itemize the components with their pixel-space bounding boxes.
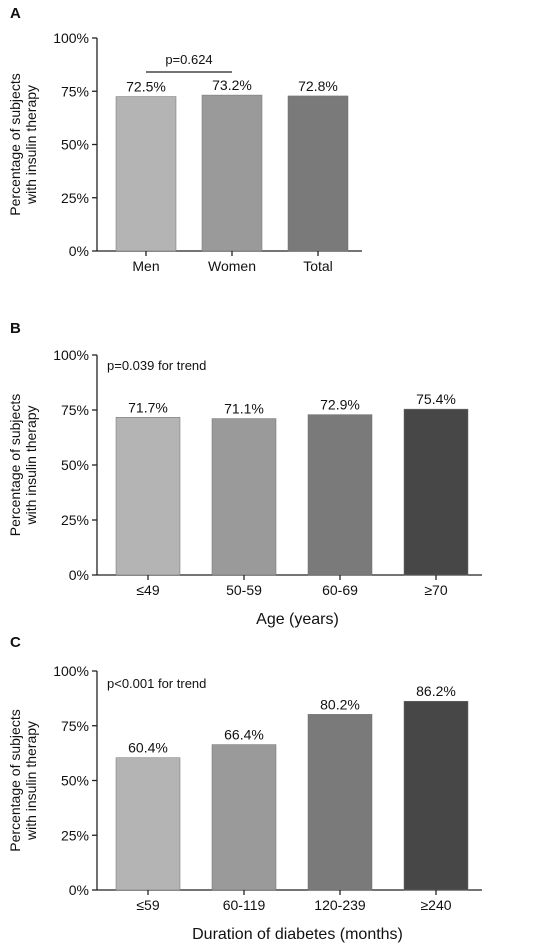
x-tick-label: Total [303,258,333,274]
data-label: 75.4% [416,391,456,407]
y-tick-label: 75% [61,83,89,99]
y-tick-label: 25% [61,190,89,206]
y-tick-label: 0% [69,243,89,259]
chart-panel-c: C Percentage of subjectswith insulin ther… [7,634,482,943]
y-tick-label: 50% [61,137,89,153]
data-label: 72.9% [320,397,360,413]
y-tick-label: 100% [53,663,89,679]
bar [211,744,277,891]
bar [115,417,181,576]
y-tick-label: 25% [61,827,89,843]
data-label: 72.8% [298,78,338,94]
data-label: 86.2% [416,683,456,699]
y-axis-title-line: with insulin therapy [23,721,39,841]
bar [307,714,373,891]
y-tick-label: 25% [61,512,89,528]
x-tick-label: Men [132,258,159,274]
p-value-annotation: p=0.624 [165,52,212,67]
x-axis-title: Age (years) [256,611,339,628]
data-label: 73.2% [212,77,252,93]
y-axis-title-line: with insulin therapy [23,405,39,525]
x-tick-label: ≥70 [424,582,447,598]
data-label: 60.4% [128,740,168,756]
y-axis-title: Percentage of subjectswith insulin thera… [7,394,39,536]
chart-panel-b: B Percentage of subjectswith insulin ther… [7,320,482,628]
x-tick-label: ≤59 [136,897,159,913]
data-label: 66.4% [224,727,264,743]
bar [287,95,349,252]
x-tick-label: 60-119 [223,897,266,913]
y-tick-label: 50% [61,773,89,789]
bar [115,96,177,252]
panel-label: A [10,5,21,22]
bar [307,414,373,576]
x-tick-label: ≤49 [136,582,159,598]
bar [115,757,181,891]
y-tick-label: 75% [61,402,89,418]
p-value-annotation: p=0.039 for trend [107,358,206,373]
data-label: 71.7% [128,399,168,415]
y-tick-label: 100% [53,30,89,46]
x-tick-label: 50-59 [226,582,262,598]
y-tick-label: 50% [61,457,89,473]
data-label: 71.1% [224,401,264,417]
y-tick-label: 75% [61,718,89,734]
data-label: 72.5% [126,79,166,95]
y-tick-label: 100% [53,347,89,363]
bar [211,418,277,576]
x-tick-label: 60-69 [322,582,358,598]
x-tick-label: 120-239 [314,897,366,913]
y-axis-title: Percentage of subjectswith insulin thera… [7,709,39,851]
chart-panel-a: A Percentage of subjectswith insulin ther… [7,5,362,274]
y-tick-label: 0% [69,567,89,583]
y-axis-title-line: Percentage of subjects [7,394,23,536]
y-axis-title-line: with insulin therapy [23,85,39,205]
x-tick-label: ≥240 [420,897,451,913]
bar [403,700,469,891]
y-axis-title-line: Percentage of subjects [7,709,23,851]
y-tick-label: 0% [69,882,89,898]
x-tick-label: Women [208,258,256,274]
p-value-annotation: p<0.001 for trend [107,676,206,691]
x-axis-title: Duration of diabetes (months) [192,926,403,943]
bar [201,94,263,252]
bar [403,408,469,576]
panel-label: B [10,320,21,337]
panel-label: C [10,634,21,651]
y-axis-title-line: Percentage of subjects [7,73,23,215]
data-label: 80.2% [320,696,360,712]
y-axis-title: Percentage of subjectswith insulin thera… [7,73,39,215]
